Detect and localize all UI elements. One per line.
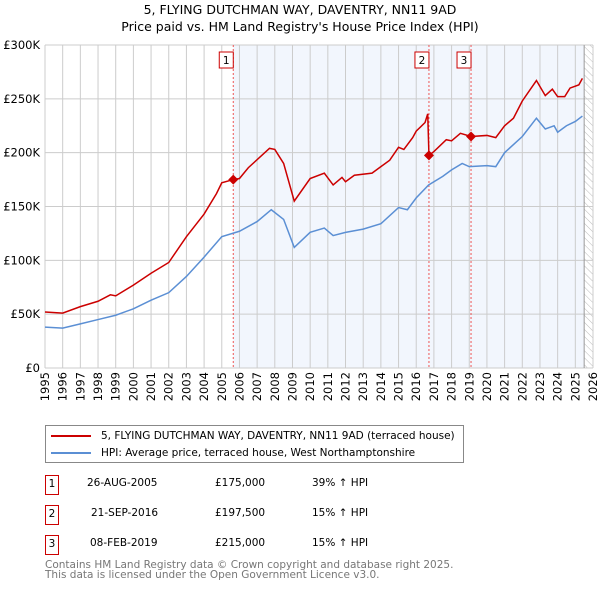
x-tick-label: 2018 — [445, 372, 459, 401]
sale-hpi: 15% ↑ HPI — [312, 537, 369, 549]
chart-title: 5, FLYING DUTCHMAN WAY, DAVENTRY, NN11 9… — [143, 2, 457, 17]
y-tick-label: £150K — [3, 200, 40, 214]
sale-price: £175,000 — [215, 477, 266, 489]
y-tick-label: £100K — [3, 253, 40, 267]
sale-hpi: 15% ↑ HPI — [312, 507, 369, 519]
x-tick-label: 2002 — [162, 372, 176, 401]
x-tick-label: 2007 — [250, 372, 264, 401]
sale-label: 1 — [223, 55, 230, 67]
x-tick-label: 1996 — [56, 372, 70, 401]
sale-label-box — [456, 51, 472, 69]
x-tick-label: 2016 — [409, 372, 423, 401]
chart-subtitle: Price paid vs. HM Land Registry's House … — [121, 19, 479, 34]
footer-line-1: Contains HM Land Registry data © Crown c… — [45, 559, 454, 571]
legend-swatch-property — [51, 435, 91, 437]
x-tick-label: 2001 — [144, 372, 158, 401]
x-tick-label: 2012 — [339, 372, 353, 401]
sale-label: 3 — [461, 55, 468, 67]
sale-date: 08-FEB-2019 — [90, 537, 158, 549]
chart: 1995 1996 1997 1998 1999 2000 2001 2002 2003 2004… — [3, 38, 600, 401]
x-tick-label: 2021 — [498, 372, 512, 401]
legend-label-hpi: HPI: Average price, terraced house, West… — [101, 447, 416, 459]
sale-label-box — [414, 51, 430, 69]
x-tick-label: 2005 — [215, 372, 229, 401]
x-tick-label: 2004 — [197, 372, 211, 401]
y-tick-label: £250K — [3, 92, 40, 106]
x-tick-label: 2009 — [285, 372, 299, 401]
x-tick-label: 2003 — [179, 372, 193, 401]
x-tick-label: 2008 — [268, 372, 282, 401]
x-tick-label: 2026 — [586, 372, 600, 401]
y-tick-label: £200K — [3, 146, 40, 160]
x-tick-label: 2017 — [427, 372, 441, 401]
x-tick-label: 2006 — [232, 372, 246, 401]
sale-date: 26-AUG-2005 — [87, 477, 158, 489]
sale-marker: 2 — [45, 505, 59, 525]
x-tick-label: 1998 — [91, 372, 105, 401]
sale-point — [423, 150, 434, 161]
legend: 5, FLYING DUTCHMAN WAY, DAVENTRY, NN11 9… — [45, 425, 464, 463]
x-tick-label: 2013 — [356, 372, 370, 401]
x-tick-label: 1999 — [109, 372, 123, 401]
x-tick-label: 2011 — [321, 372, 335, 401]
y-tick-label: £50K — [11, 307, 41, 321]
x-tick-label: 2015 — [392, 372, 406, 401]
footer-line-2: This data is licensed under the Open Gov… — [45, 569, 380, 581]
x-tick-label: 2020 — [480, 372, 494, 401]
sale-hpi: 39% ↑ HPI — [312, 477, 369, 489]
footer: Contains HM Land Registry data © Crown c… — [45, 559, 454, 581]
x-tick-label: 2023 — [533, 372, 547, 401]
x-tick-label: 2000 — [126, 372, 140, 401]
sale-label-box — [218, 51, 234, 69]
sale-marker: 3 — [45, 535, 59, 555]
sale-point — [466, 131, 477, 142]
sale-price: £215,000 — [215, 537, 266, 549]
x-tick-label: 2019 — [462, 372, 476, 401]
sale-point — [228, 174, 239, 185]
property-line — [44, 78, 584, 314]
sale-date: 21-SEP-2016 — [91, 507, 159, 519]
y-tick-label: £300K — [3, 38, 40, 52]
legend-swatch-hpi — [51, 452, 91, 454]
sale-label: 2 — [419, 55, 426, 67]
sale-marker: 1 — [45, 475, 59, 495]
x-tick-label: 2024 — [551, 372, 565, 401]
hpi-line — [44, 115, 583, 329]
x-tick-label: 2025 — [568, 372, 582, 401]
x-tick-label: 1997 — [73, 372, 87, 401]
x-tick-label: 2014 — [374, 372, 388, 401]
sale-price: £197,500 — [215, 507, 266, 519]
x-tick-label: 2010 — [303, 372, 317, 401]
x-tick-label: 1995 — [38, 372, 52, 401]
x-tick-label: 2022 — [515, 372, 529, 401]
y-tick-label: £0 — [25, 361, 40, 375]
legend-label-property: 5, FLYING DUTCHMAN WAY, DAVENTRY, NN11 9… — [101, 430, 455, 442]
